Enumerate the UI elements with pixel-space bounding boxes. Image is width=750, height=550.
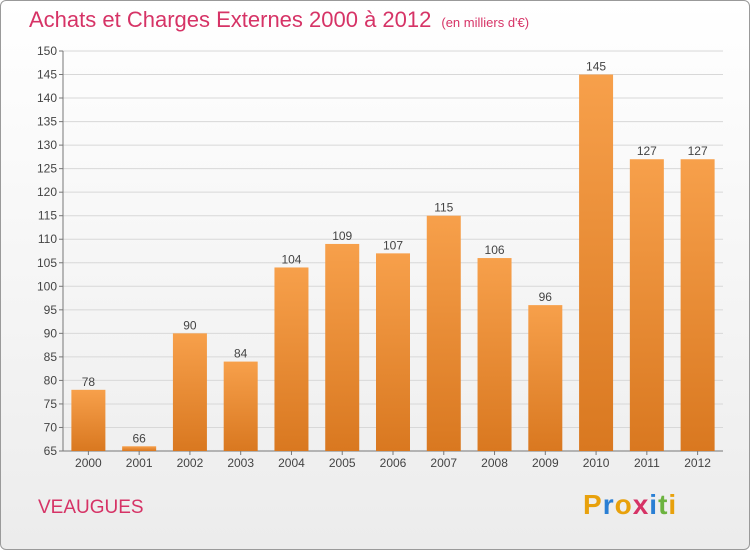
data-label-2007: 115 [434, 201, 453, 215]
bar-2000 [71, 389, 106, 451]
y-tick-label: 115 [38, 209, 57, 223]
y-tick-label: 125 [37, 162, 57, 176]
y-tick-label: 150 [37, 44, 57, 58]
data-label-2008: 106 [485, 243, 505, 257]
labels: 78 66 90 84 104 109 107 115 106 96 145 127 127 [82, 60, 708, 446]
bar-2011 [629, 159, 664, 451]
y-tick-label: 65 [44, 444, 58, 458]
logo-letter: i [649, 489, 659, 520]
logo-letter: o [614, 489, 633, 520]
data-label-2000: 78 [82, 375, 96, 389]
logo-letter: i [668, 489, 678, 520]
x-tick-label: 2007 [430, 456, 457, 470]
bar-2008 [477, 258, 512, 451]
bar-2004 [274, 267, 309, 451]
data-label-2005: 109 [332, 229, 352, 243]
y-tick-label: 90 [44, 326, 58, 340]
data-label-2010: 145 [586, 60, 606, 74]
y-tick-label: 130 [37, 138, 57, 152]
data-label-2011: 127 [637, 144, 657, 158]
data-label-2003: 84 [234, 347, 248, 361]
commune-name: VEAUGUES [38, 497, 144, 518]
y-tick-label: 105 [37, 256, 57, 270]
y-tick-label: 135 [37, 115, 57, 129]
y-tick-label: 80 [44, 373, 58, 387]
y-tick-label: 120 [37, 185, 57, 199]
y-tick-label: 100 [37, 279, 57, 293]
data-label-2012: 127 [688, 144, 708, 158]
bar-2001 [122, 446, 157, 451]
logo-letter: r [602, 489, 615, 520]
x-tick-label: 2004 [278, 456, 305, 470]
y-tick-label: 110 [38, 232, 57, 246]
bars [71, 74, 715, 451]
data-label-2002: 90 [183, 318, 197, 332]
bar-2006 [376, 253, 410, 451]
x-tick-label: 2002 [177, 456, 204, 470]
bar-2007 [426, 215, 461, 451]
x-tick-label: 2001 [126, 456, 153, 470]
logo-letter: x [632, 489, 650, 520]
x-tick-label: 2009 [532, 456, 559, 470]
logo-letter: P [583, 489, 603, 520]
proxiti-logo: Proxiti [583, 489, 677, 521]
x-tick-label: 2011 [634, 456, 660, 470]
bar-2009 [528, 305, 563, 451]
x-tick-label: 2000 [75, 456, 102, 470]
x-tick-label: 2010 [583, 456, 610, 470]
bar-2010 [579, 74, 614, 451]
data-label-2001: 66 [132, 431, 146, 445]
y-tick-label: 145 [37, 68, 57, 82]
x-tick-label: 2006 [380, 456, 407, 470]
y-tick-label: 85 [44, 350, 58, 364]
y-tick-label: 70 [44, 420, 58, 434]
y-tick-label: 140 [37, 91, 57, 105]
bar-2003 [223, 361, 258, 451]
y-tick-label: 75 [44, 397, 58, 411]
chart-title: Achats et Charges Externes 2000 à 2012 (e… [29, 7, 529, 33]
bar-2005 [325, 243, 360, 451]
data-label-2006: 107 [383, 238, 403, 252]
y-tick-label: 95 [44, 303, 58, 317]
x-tick-label: 2012 [684, 456, 711, 470]
x-tick-label: 2003 [227, 456, 254, 470]
chart-unit: (en milliers d'€) [441, 15, 530, 30]
x-tick-label: 2005 [329, 456, 356, 470]
chart-title-text: Achats et Charges Externes 2000 à 2012 [29, 7, 432, 32]
bar-2012 [680, 159, 715, 451]
bar-2002 [172, 333, 207, 451]
logo-letter: t [658, 489, 669, 520]
data-label-2004: 104 [281, 252, 301, 266]
data-label-2009: 96 [539, 290, 553, 304]
x-tick-label: 2008 [481, 456, 508, 470]
